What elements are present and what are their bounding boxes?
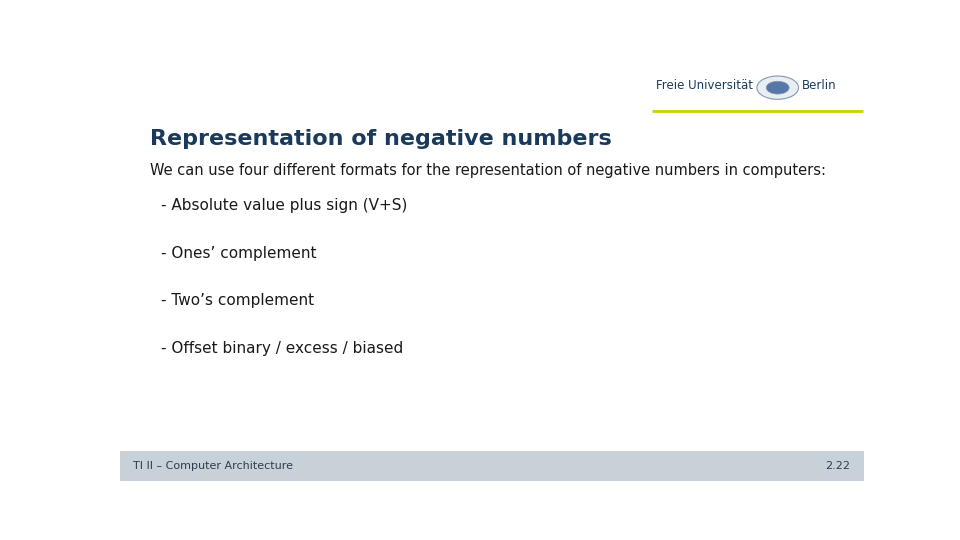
Text: Freie Universität: Freie Universität (656, 79, 754, 92)
Text: Representation of negative numbers: Representation of negative numbers (150, 129, 612, 149)
Bar (120, 451, 864, 481)
Text: - Ones’ complement: - Ones’ complement (161, 246, 317, 261)
Text: TI II – Computer Architecture: TI II – Computer Architecture (133, 461, 294, 471)
Text: 2.22: 2.22 (826, 461, 851, 471)
Text: We can use four different formats for the representation of negative numbers in : We can use four different formats for th… (150, 163, 826, 178)
Circle shape (766, 81, 789, 94)
Text: - Offset binary / excess / biased: - Offset binary / excess / biased (161, 341, 403, 356)
Text: - Two’s complement: - Two’s complement (161, 293, 314, 308)
Circle shape (756, 76, 799, 99)
Text: Berlin: Berlin (803, 79, 837, 92)
Text: - Absolute value plus sign (V+S): - Absolute value plus sign (V+S) (161, 198, 407, 213)
